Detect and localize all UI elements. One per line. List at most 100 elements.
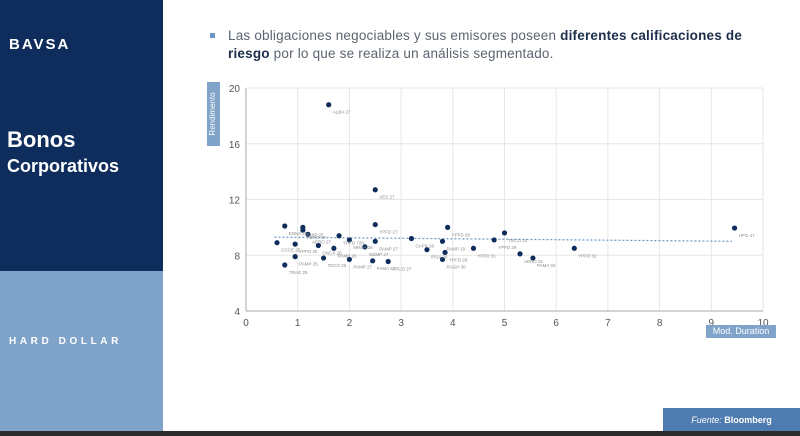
chart-grid	[245, 87, 764, 312]
data-point-label: PAMP 27	[379, 246, 398, 251]
data-point-label: YPFD 31	[477, 253, 496, 258]
data-point	[424, 247, 430, 253]
x-tick-label: 10	[757, 318, 769, 329]
data-point	[731, 225, 738, 231]
data-point	[336, 233, 342, 239]
data-point-label: YPFD 29	[449, 257, 468, 262]
data-point	[300, 227, 306, 233]
section-label: HARD DOLLAR	[9, 336, 122, 347]
data-point	[320, 255, 327, 261]
data-point	[372, 238, 378, 244]
data-point-label: ARCO 27	[392, 267, 412, 272]
data-point	[326, 102, 332, 108]
data-point	[530, 255, 536, 261]
data-point-label: AERO 31	[524, 259, 544, 264]
y-tick-label: 20	[229, 84, 241, 95]
data-point	[346, 237, 352, 243]
data-point-label: PAMP 29	[446, 246, 465, 251]
chart-point-labels: ALBA 27 AES 27 HPO 47 EDNA 25 BHIP 25 AERO 27…	[281, 110, 755, 275]
source-name: Bloomberg	[724, 415, 772, 425]
data-point-label: IRSA 28	[431, 255, 448, 260]
page-title: Bonos Corporativos	[7, 127, 119, 179]
data-point	[370, 258, 376, 264]
data-point	[305, 231, 311, 237]
data-point	[274, 240, 280, 246]
data-point-label: PAMP 25	[299, 262, 318, 267]
y-tick-label: 8	[234, 251, 240, 262]
data-point	[517, 251, 523, 257]
bavsa-logo: BAVSA	[9, 36, 71, 53]
data-point-label: PAMP 26	[338, 253, 357, 258]
source-badge: Fuente: Bloomberg	[663, 408, 800, 433]
data-point	[501, 230, 508, 236]
x-tick-label: 6	[553, 318, 559, 329]
x-tick-label: 0	[243, 318, 249, 329]
title-line-1: Bonos	[7, 127, 76, 152]
data-point	[362, 244, 368, 250]
data-point	[439, 238, 446, 244]
data-point-label: RAGH 30	[446, 264, 466, 269]
y-axis-label-box: Rendimento	[207, 82, 220, 146]
data-point	[315, 242, 321, 249]
data-point	[372, 221, 378, 228]
data-point-label: ALBA 27	[333, 110, 351, 115]
data-point-label: TRAG 25	[289, 270, 308, 275]
description-bold: diferentes calificaciones de riesgo	[228, 28, 743, 61]
data-point	[282, 223, 288, 229]
data-point	[408, 235, 415, 242]
data-point	[282, 262, 288, 268]
data-point-label: AERO 27	[312, 239, 332, 244]
data-point	[331, 245, 337, 251]
data-point-label: GNCX 26	[322, 250, 342, 255]
data-point-label: YPFD 25	[299, 249, 318, 254]
data-point-label: CAPX 28	[415, 244, 434, 249]
y-tick-label: 4	[234, 307, 240, 318]
data-point	[346, 256, 352, 263]
data-point-label: PAMA 27	[377, 266, 396, 271]
description-text: Las obligaciones negociables y sus emiso…	[228, 27, 783, 63]
sidebar-light-panel	[0, 271, 163, 431]
data-point-label: HPO 47	[739, 233, 756, 238]
x-tick-label: 1	[295, 318, 301, 329]
source-prefix: Fuente:	[691, 415, 722, 425]
x-tick-label: 9	[709, 318, 715, 329]
data-point-label: AES 27	[379, 195, 395, 200]
y-axis-label: Rendimento	[208, 92, 217, 136]
x-axis-label: Mod. Duration	[706, 325, 776, 338]
data-point	[470, 245, 477, 251]
data-point-label: MRDA 26	[353, 245, 373, 250]
data-point-label: YPFD 27	[379, 230, 398, 235]
data-point	[571, 245, 577, 251]
title-line-2: Corporativos	[7, 156, 120, 176]
x-tick-label: 8	[657, 318, 663, 329]
data-point-label: YPFD 72N	[343, 241, 365, 246]
data-point	[385, 258, 391, 265]
x-tick-label: 5	[502, 318, 508, 329]
description-post: por lo que se realiza un análisis segmen…	[269, 46, 554, 61]
bottom-strip	[0, 431, 800, 436]
data-point-label: EDNA 25	[289, 231, 308, 236]
sidebar-dark-panel	[0, 0, 163, 271]
x-tick-label: 2	[347, 318, 353, 329]
data-point	[292, 254, 298, 260]
chart-points	[274, 102, 738, 268]
x-tick-label: 3	[398, 318, 404, 329]
y-tick-label: 12	[229, 196, 241, 207]
data-point-label: BHIP 25	[307, 232, 324, 237]
data-point	[445, 224, 451, 230]
data-point-label: PAMA 32	[537, 263, 556, 268]
data-point	[292, 241, 298, 247]
data-point	[442, 249, 448, 256]
data-point-label: TECO 31	[509, 238, 528, 243]
data-point-label: YPFD 28	[452, 232, 471, 237]
data-point-label: TECO 26	[328, 263, 347, 268]
data-point-label: GEMP 27	[369, 252, 389, 257]
data-point-label: YPFD 32	[578, 253, 597, 258]
data-point	[491, 237, 497, 243]
data-point	[439, 256, 446, 263]
y-tick-label: 16	[229, 140, 241, 151]
data-point-label: CGCE 25	[281, 248, 301, 253]
data-point-label: PAMP 27	[353, 264, 372, 269]
